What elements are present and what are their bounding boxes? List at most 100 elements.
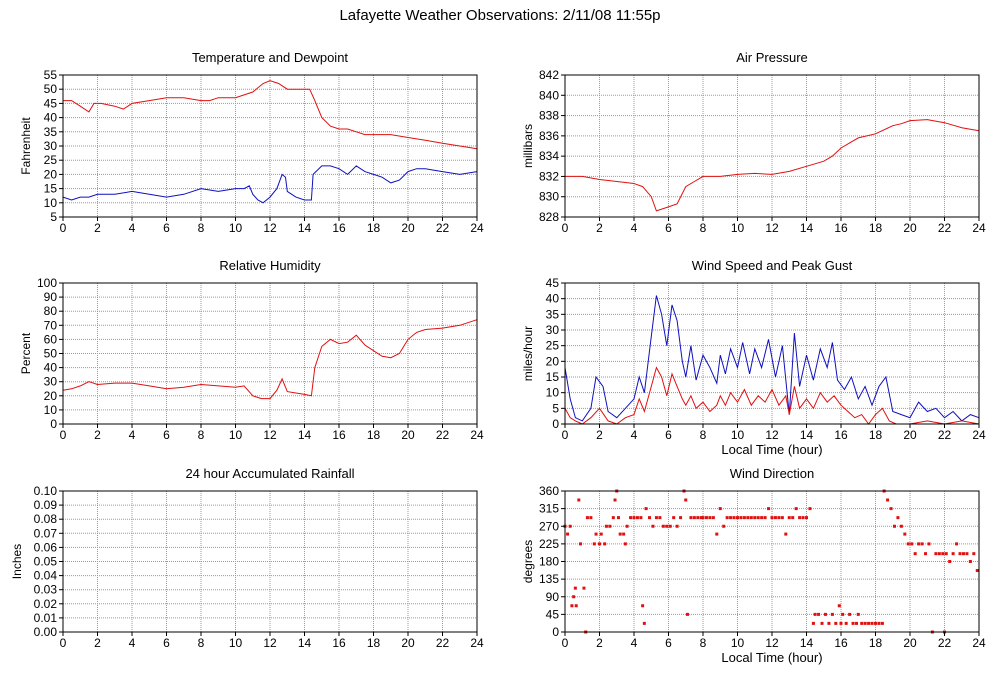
data-point bbox=[972, 552, 976, 556]
x-tick-label: 14 bbox=[298, 636, 312, 650]
data-point bbox=[573, 586, 577, 590]
data-point bbox=[948, 560, 952, 563]
data-point bbox=[729, 516, 733, 520]
x-tick-label: 12 bbox=[765, 428, 779, 442]
data-point bbox=[623, 542, 627, 546]
y-tick-label: 0.09 bbox=[34, 498, 58, 512]
data-point bbox=[944, 552, 948, 556]
x-tick-label: 6 bbox=[665, 428, 672, 442]
data-point bbox=[725, 516, 729, 520]
x-tick-label: 6 bbox=[665, 636, 672, 650]
data-point bbox=[603, 542, 607, 546]
data-point bbox=[837, 604, 841, 608]
data-point bbox=[886, 498, 890, 502]
data-point bbox=[582, 586, 586, 590]
data-point bbox=[753, 516, 757, 520]
data-point bbox=[813, 612, 817, 616]
data-point bbox=[784, 532, 788, 536]
y-tick-label: 40 bbox=[44, 111, 58, 125]
data-point bbox=[941, 552, 945, 556]
x-tick-label: 14 bbox=[800, 428, 814, 442]
y-tick-label: 30 bbox=[44, 139, 58, 153]
data-point bbox=[598, 542, 601, 546]
data-point bbox=[880, 621, 884, 625]
series-line-red bbox=[63, 80, 478, 150]
data-point bbox=[658, 516, 662, 520]
y-tick-label: 50 bbox=[44, 347, 58, 361]
x-tick-label: 10 bbox=[731, 428, 745, 442]
y-tick-label: 60 bbox=[44, 332, 58, 346]
x-tick-label: 8 bbox=[198, 428, 205, 442]
data-point bbox=[791, 516, 795, 520]
data-point bbox=[608, 524, 612, 528]
y-tick-label: 35 bbox=[546, 307, 560, 321]
data-point bbox=[629, 516, 633, 520]
y-tick-label: 315 bbox=[539, 502, 559, 516]
x-tick-label: 14 bbox=[800, 221, 814, 235]
chart-title: Relative Humidity bbox=[219, 258, 321, 273]
data-point bbox=[961, 552, 965, 556]
x-tick-label: 6 bbox=[163, 428, 170, 442]
x-tick-label: 18 bbox=[869, 636, 883, 650]
x-tick-label: 22 bbox=[436, 636, 450, 650]
y-tick-label: 5 bbox=[50, 210, 57, 224]
x-tick-label: 4 bbox=[631, 221, 638, 235]
data-point bbox=[770, 516, 774, 520]
data-point bbox=[892, 524, 896, 528]
x-tick-label: 20 bbox=[903, 221, 917, 235]
x-tick-label: 6 bbox=[163, 221, 170, 235]
direction-chart: 0 2 4 6 8 10 12 14 16 18 20 22 240459013518022527031… bbox=[521, 466, 986, 665]
data-point bbox=[599, 532, 603, 536]
data-point bbox=[867, 621, 871, 625]
y-tick-label: 832 bbox=[539, 169, 559, 183]
data-point bbox=[625, 524, 629, 528]
x-tick-label: 4 bbox=[129, 428, 136, 442]
series-line-red bbox=[564, 366, 980, 425]
data-point bbox=[711, 516, 715, 520]
y-tick-label: 45 bbox=[546, 607, 560, 621]
y-tick-label: 25 bbox=[546, 339, 560, 353]
x-tick-label: 6 bbox=[665, 221, 672, 235]
y-tick-label: 20 bbox=[546, 354, 560, 368]
data-point bbox=[635, 516, 639, 520]
y-tick-label: 35 bbox=[44, 125, 58, 139]
x-tick-label: 16 bbox=[834, 221, 848, 235]
data-point bbox=[924, 552, 928, 556]
y-tick-label: 40 bbox=[546, 292, 560, 306]
x-tick-label: 4 bbox=[631, 428, 638, 442]
y-tick-label: 0 bbox=[552, 625, 559, 639]
x-tick-label: 16 bbox=[332, 636, 346, 650]
x-tick-label: 20 bbox=[401, 636, 415, 650]
data-point bbox=[827, 621, 831, 625]
y-tick-label: 10 bbox=[44, 403, 58, 417]
x-tick-label: 24 bbox=[972, 636, 986, 650]
x-tick-label: 24 bbox=[470, 636, 484, 650]
data-point bbox=[910, 542, 914, 546]
data-point bbox=[811, 621, 815, 625]
x-tick-label: 8 bbox=[198, 636, 205, 650]
x-tick-label: 2 bbox=[596, 636, 603, 650]
y-axis-label: Percent bbox=[19, 332, 33, 374]
x-tick-label: 4 bbox=[129, 636, 136, 650]
y-tick-label: 180 bbox=[539, 555, 559, 569]
data-point bbox=[834, 621, 838, 625]
data-point bbox=[642, 621, 646, 625]
x-tick-label: 2 bbox=[596, 428, 603, 442]
y-tick-label: 838 bbox=[539, 109, 559, 123]
x-tick-label: 0 bbox=[562, 428, 569, 442]
x-tick-label: 4 bbox=[129, 221, 136, 235]
data-point bbox=[668, 524, 672, 528]
x-tick-label: 20 bbox=[903, 636, 917, 650]
x-tick-label: 18 bbox=[367, 221, 381, 235]
y-tick-label: 20 bbox=[44, 167, 58, 181]
y-tick-label: 15 bbox=[546, 370, 560, 384]
y-tick-label: 0.03 bbox=[34, 583, 58, 597]
data-point bbox=[613, 498, 617, 502]
y-tick-label: 834 bbox=[539, 149, 559, 163]
x-tick-label: 10 bbox=[731, 636, 745, 650]
data-point bbox=[777, 516, 781, 520]
y-axis-label: degrees bbox=[521, 540, 535, 583]
series-line-blue bbox=[564, 295, 980, 422]
x-tick-label: 14 bbox=[800, 636, 814, 650]
